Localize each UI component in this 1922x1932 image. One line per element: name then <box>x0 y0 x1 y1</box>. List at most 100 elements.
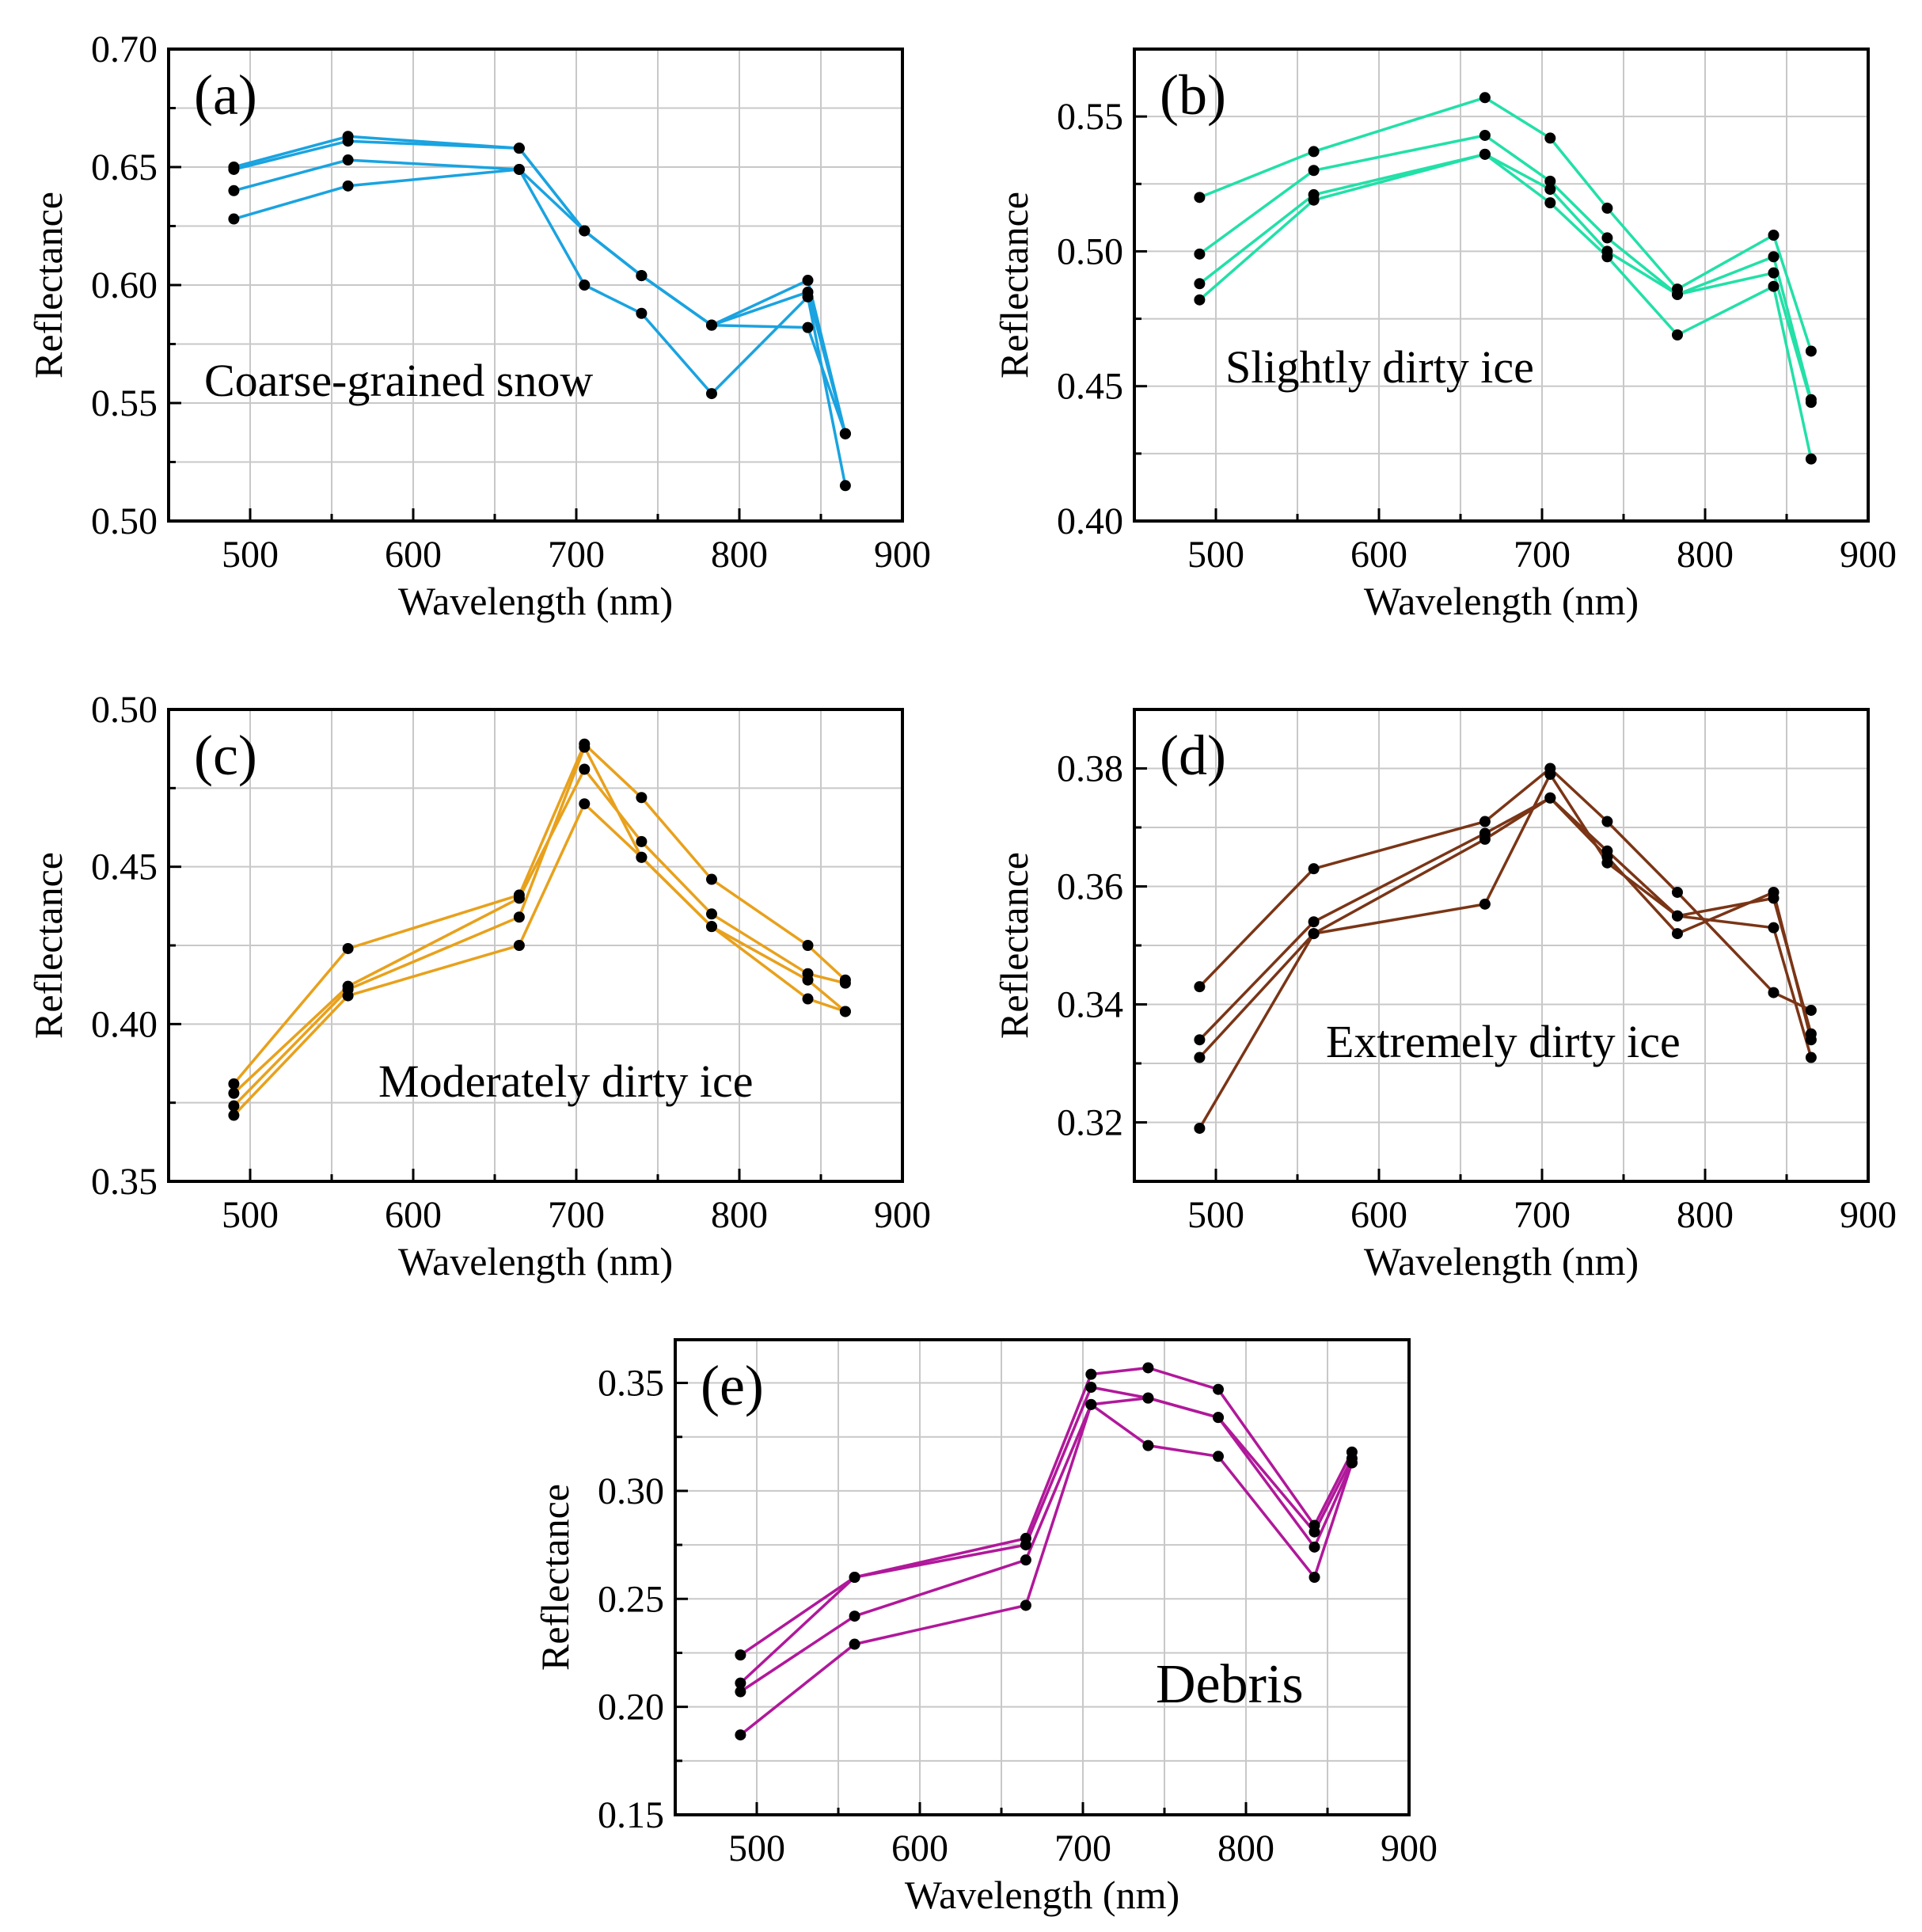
panel-e-series-line-4 <box>739 1403 1354 1736</box>
panel-e-x-tick-label: 900 <box>1381 1827 1438 1869</box>
panel-d-series-line-1 <box>1198 766 1812 1012</box>
panel-e-label: (e) <box>701 1354 764 1417</box>
panel-e-series-4-point <box>1142 1439 1154 1451</box>
panel-c-series-4-point <box>579 798 591 810</box>
panel-a-grid <box>168 48 903 522</box>
panel-d-y-tick-label: 0.34 <box>1057 984 1123 1026</box>
panel-b-series-1-point <box>1544 132 1556 144</box>
panel-a-x-tick-label: 700 <box>548 534 605 576</box>
panel-d-series-4-point <box>1544 768 1556 780</box>
panel-e-series-4-point <box>1212 1451 1224 1462</box>
panel-e-y-tick-label: 0.15 <box>598 1794 664 1836</box>
panel-e-series-1-point <box>1212 1383 1224 1395</box>
panel-a-series-line-3 <box>233 158 847 486</box>
panel-d-series-1-point <box>1194 981 1206 993</box>
panel-b-series-4-point <box>1601 251 1613 263</box>
panel-c-series-1-point <box>636 792 648 804</box>
panel-d-series-3-point <box>1671 928 1683 940</box>
panel-a-series-line-4 <box>233 168 847 435</box>
panel-a-y-tick-label: 0.55 <box>91 382 158 424</box>
panel-e-debris: 500 600 700 800 900 0.15 0.20 0.25 0.30 0.35 Wavel… <box>533 1338 1438 1917</box>
panel-b-x-tick-label: 800 <box>1677 534 1734 576</box>
panel-d-x-tick-label: 700 <box>1514 1194 1571 1236</box>
panel-e-series-line-2 <box>739 1386 1354 1684</box>
panel-a-x-tick-label: 900 <box>874 534 931 576</box>
panel-b-annotation: Slightly dirty ice <box>1225 341 1534 393</box>
panel-a-series-3-point <box>705 388 717 400</box>
panel-e-series-1-point <box>1085 1368 1097 1380</box>
panel-c-series-4-point <box>228 1109 240 1121</box>
panel-b-x-tick-label: 700 <box>1514 534 1571 576</box>
panel-c-x-axis-title: Wavelength (nm) <box>398 1239 673 1284</box>
panel-c-x-tick-label: 500 <box>222 1194 279 1236</box>
panel-d-series-4-point <box>1768 922 1780 934</box>
panel-c-x-tick-label: 800 <box>711 1194 768 1236</box>
panel-e-x-axis-title: Wavelength (nm) <box>905 1873 1179 1917</box>
panel-c-series-3-point <box>513 911 525 923</box>
panel-e-y-tick-label: 0.20 <box>598 1687 664 1729</box>
panel-a-y-tick-label: 0.50 <box>91 500 158 542</box>
panel-b-series-1-point <box>1601 202 1613 214</box>
panel-c-y-axis-title: Reflectance <box>26 852 70 1039</box>
panel-e-annotation: Debris <box>1156 1654 1304 1715</box>
panel-e-x-tick-label: 600 <box>891 1827 948 1869</box>
panel-d-series-1-point <box>1768 987 1780 998</box>
panel-b-series-4-point <box>1768 280 1780 292</box>
panel-c-x-tick-label: 600 <box>385 1194 442 1236</box>
panel-c-y-tick-label: 0.50 <box>91 689 158 731</box>
panel-d-series-4-point <box>1671 910 1683 922</box>
panel-c-series-4-point <box>802 993 814 1005</box>
panel-d-series-3-point <box>1805 1034 1817 1046</box>
panel-d-series-line-3 <box>1198 797 1813 1059</box>
panel-a-series-3-point <box>579 280 591 291</box>
panel-e-series-2-point <box>735 1677 746 1689</box>
panel-c-series-line-4 <box>233 802 846 1116</box>
panel-a-series-3-point <box>636 307 648 319</box>
panel-e-series-3-point <box>849 1611 860 1622</box>
panel-b-y-tick-label: 0.55 <box>1057 96 1123 138</box>
panel-b-series-4-point <box>1194 294 1206 306</box>
panel-e-x-tick-label: 500 <box>728 1827 785 1869</box>
panel-e-series-3-point <box>1142 1392 1154 1404</box>
panel-e-y-axis-title: Reflectance <box>533 1484 577 1671</box>
panel-d-annotation: Extremely dirty ice <box>1326 1016 1681 1067</box>
panel-a-series-4-point <box>705 319 717 331</box>
panel-a-y-axis-title: Reflectance <box>26 192 70 378</box>
panel-d-series-3-point <box>1768 886 1780 898</box>
panel-e-series-1-point <box>735 1649 746 1661</box>
panel-b-series-4-point <box>1544 197 1556 209</box>
panel-b-series-2-point <box>1308 165 1320 177</box>
panel-a-series-4-point <box>579 225 591 237</box>
panel-d-x-tick-label: 600 <box>1350 1194 1407 1236</box>
panel-b-series-3-point <box>1671 288 1683 300</box>
panel-a-series-4-point <box>342 180 354 192</box>
panel-b-y-tick-label: 0.40 <box>1057 500 1123 542</box>
panel-d-series-line-2 <box>1198 797 1813 1041</box>
panel-b-series-2-point <box>1479 129 1491 141</box>
panel-d-series-3-point <box>1544 792 1556 804</box>
panel-d-y-axis-title: Reflectance <box>992 852 1036 1039</box>
panel-d-series-4-point <box>1805 1052 1817 1063</box>
panel-e-series-2-point <box>1020 1539 1031 1551</box>
panel-b-y-tick-label: 0.50 <box>1057 230 1123 272</box>
panel-e-series-3-point <box>1212 1412 1224 1424</box>
panel-a-x-tick-label: 800 <box>711 534 768 576</box>
panel-d-y-tick-label: 0.36 <box>1057 866 1123 908</box>
panel-b-grid <box>1134 48 1869 522</box>
panel-a-series-4-point <box>636 270 648 282</box>
panel-e-series-3-point <box>1020 1554 1031 1566</box>
panel-b-x-tick-label: 500 <box>1187 534 1244 576</box>
panel-c-series-line-2 <box>233 767 846 1094</box>
panel-c-series-4-point <box>636 851 648 863</box>
panel-b-series-2-point <box>1544 175 1556 187</box>
panel-a-series-4-point <box>839 428 851 439</box>
panel-b-series-4-point <box>1805 453 1817 465</box>
panel-e-series-4-point <box>1020 1599 1031 1611</box>
panel-a-x-tick-label: 500 <box>222 534 279 576</box>
panel-c-series-1-point <box>705 873 717 885</box>
panel-d-series-4-point <box>1308 928 1320 940</box>
panel-b-series-line-2 <box>1198 134 1813 401</box>
panel-a-series-3-point <box>802 291 814 302</box>
panel-c-series-1-point <box>342 942 354 954</box>
